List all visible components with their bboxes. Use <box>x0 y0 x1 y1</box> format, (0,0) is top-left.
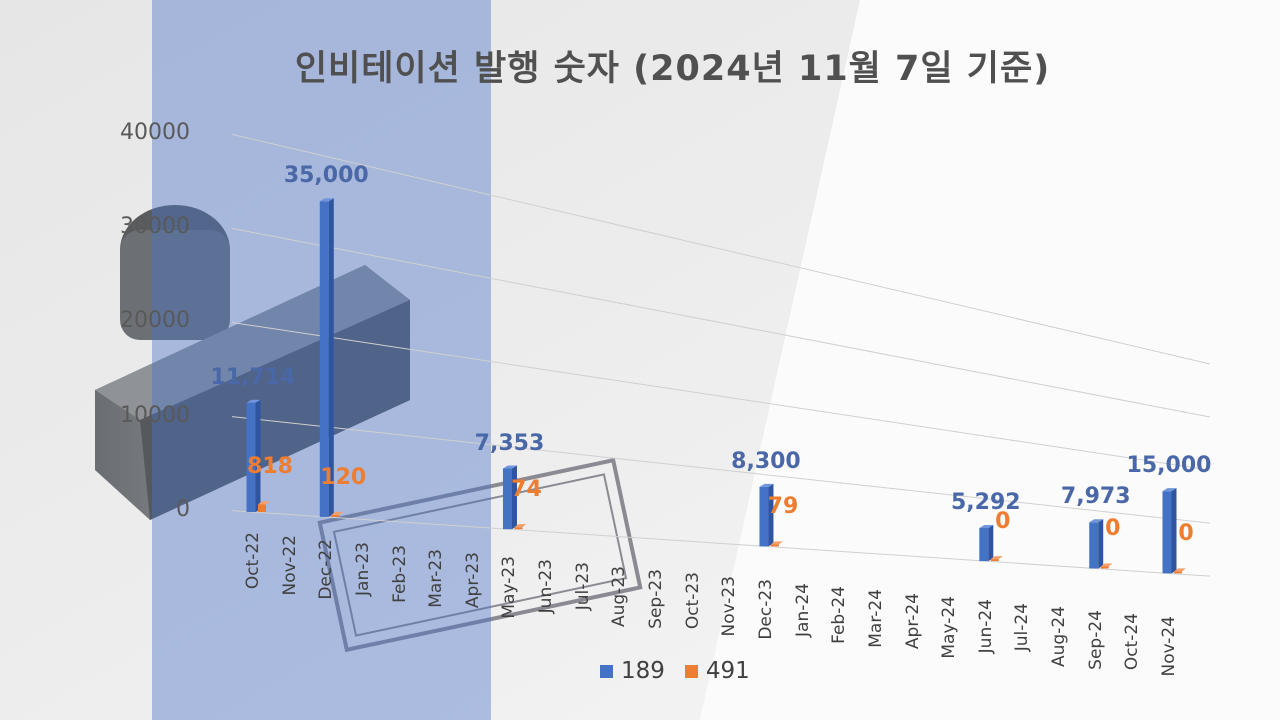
x-tick-label: Mar-23 <box>426 548 447 608</box>
x-tick-label: Oct-23 <box>682 572 703 630</box>
bar-491-top <box>1174 568 1186 572</box>
gridline <box>231 416 1211 524</box>
bar-491 <box>1100 566 1109 569</box>
y-tick-label: 30000 <box>120 214 190 240</box>
x-tick-label: May-23 <box>499 555 520 619</box>
x-tick-label: Jul-24 <box>1012 602 1033 652</box>
x-tick-label: Jul-23 <box>572 562 593 611</box>
bar-189-side <box>255 399 261 512</box>
x-tick-label: Dec-22 <box>316 538 337 600</box>
data-label-491: 79 <box>767 494 799 520</box>
visa-stamp-mark <box>317 457 643 653</box>
y-tick-label: 10000 <box>120 402 190 428</box>
x-tick-label: Jan-23 <box>352 542 373 597</box>
bar-189 <box>319 201 329 517</box>
x-tick-label: Nov-24 <box>1159 616 1179 677</box>
bar-491-top <box>258 501 270 505</box>
bar-491-top <box>514 524 527 528</box>
gridline <box>231 510 1211 577</box>
x-tick-label: Dec-23 <box>755 579 776 640</box>
x-tick-label: Oct-22 <box>243 532 263 590</box>
legend-label-189: 189 <box>621 658 665 684</box>
bar-491 <box>770 544 779 547</box>
data-label-189: 8,300 <box>731 448 801 474</box>
x-tick-label: Feb-24 <box>829 585 850 644</box>
gridline <box>231 227 1211 418</box>
bar-491-top <box>990 556 1003 560</box>
y-tick-label: 0 <box>176 496 190 522</box>
x-tick-label: Aug-23 <box>609 565 630 627</box>
x-tick-label: Feb-23 <box>389 545 410 604</box>
bar-491 <box>1174 571 1182 574</box>
bar-189-side <box>1098 519 1104 569</box>
bar-189-side <box>511 465 517 530</box>
y-tick-label: 20000 <box>120 308 190 334</box>
gridline <box>231 133 1211 365</box>
x-tick-label: Mar-24 <box>865 589 886 649</box>
bar-491-top <box>1100 563 1113 567</box>
bar-491 <box>990 559 999 562</box>
bar-189-top <box>246 399 261 403</box>
bar-189-side <box>988 525 994 562</box>
x-tick-label: Jun-23 <box>536 558 557 614</box>
bar-189 <box>979 528 989 562</box>
x-tick-label: Aug-24 <box>1049 606 1070 668</box>
x-tick-label: Jun-24 <box>975 599 996 654</box>
bar-189-top <box>502 465 517 469</box>
bar-491-top <box>770 541 783 545</box>
y-tick-label: 40000 <box>120 120 190 146</box>
bar-189-top <box>979 525 994 529</box>
data-label-491: 0 <box>995 509 1011 535</box>
data-label-189: 15,000 <box>1126 453 1212 479</box>
legend-label-491: 491 <box>705 658 750 684</box>
bar-491-top <box>331 511 344 515</box>
bar-491 <box>514 527 523 530</box>
data-label-189: 7,353 <box>474 430 545 456</box>
data-label-189: 11,714 <box>210 364 296 390</box>
bar-189 <box>502 468 512 530</box>
data-label-491: 120 <box>320 464 367 490</box>
gridline <box>231 321 1211 471</box>
bar-189 <box>759 486 769 547</box>
bar-189-top <box>1089 519 1104 523</box>
x-tick-label: Oct-24 <box>1122 612 1143 671</box>
x-tick-label: Apr-24 <box>902 592 923 649</box>
legend-swatch-491 <box>684 664 698 678</box>
legend: 189 491 <box>600 658 750 684</box>
data-label-491: 0 <box>1105 516 1121 542</box>
bar-189-side <box>1171 488 1177 574</box>
legend-item-189: 189 <box>600 658 665 684</box>
bar-189-top <box>319 198 334 202</box>
x-tick-label: Jan-24 <box>792 582 813 637</box>
bar-189 <box>1089 522 1099 569</box>
bar-189-top <box>759 483 774 487</box>
x-tick-label: May-24 <box>939 596 960 659</box>
bar-189 <box>1162 491 1172 574</box>
x-tick-label: Sep-23 <box>646 569 667 629</box>
legend-swatch-189 <box>600 664 613 678</box>
bar-189 <box>246 402 256 512</box>
bar-491 <box>331 514 340 517</box>
legend-item-491: 491 <box>684 658 750 684</box>
x-tick-label: Sep-24 <box>1085 609 1106 670</box>
x-tick-label: Apr-23 <box>462 552 483 609</box>
data-label-491: 818 <box>247 454 293 480</box>
data-label-189: 7,973 <box>1060 484 1131 510</box>
x-tick-label: Nov-22 <box>279 535 300 596</box>
data-label-189: 35,000 <box>283 163 369 189</box>
data-label-491: 74 <box>511 477 542 503</box>
bar-189-side <box>328 198 334 517</box>
bar-189-side <box>768 483 774 547</box>
x-tick-label: Nov-23 <box>719 575 740 637</box>
data-label-189: 5,292 <box>951 490 1021 516</box>
data-label-491: 0 <box>1178 521 1194 547</box>
bar-491 <box>258 504 266 512</box>
bar-189-top <box>1162 488 1177 492</box>
chart-title: 인비테이션 발행 숫자 (2024년 11월 7일 기준) <box>294 49 1051 89</box>
